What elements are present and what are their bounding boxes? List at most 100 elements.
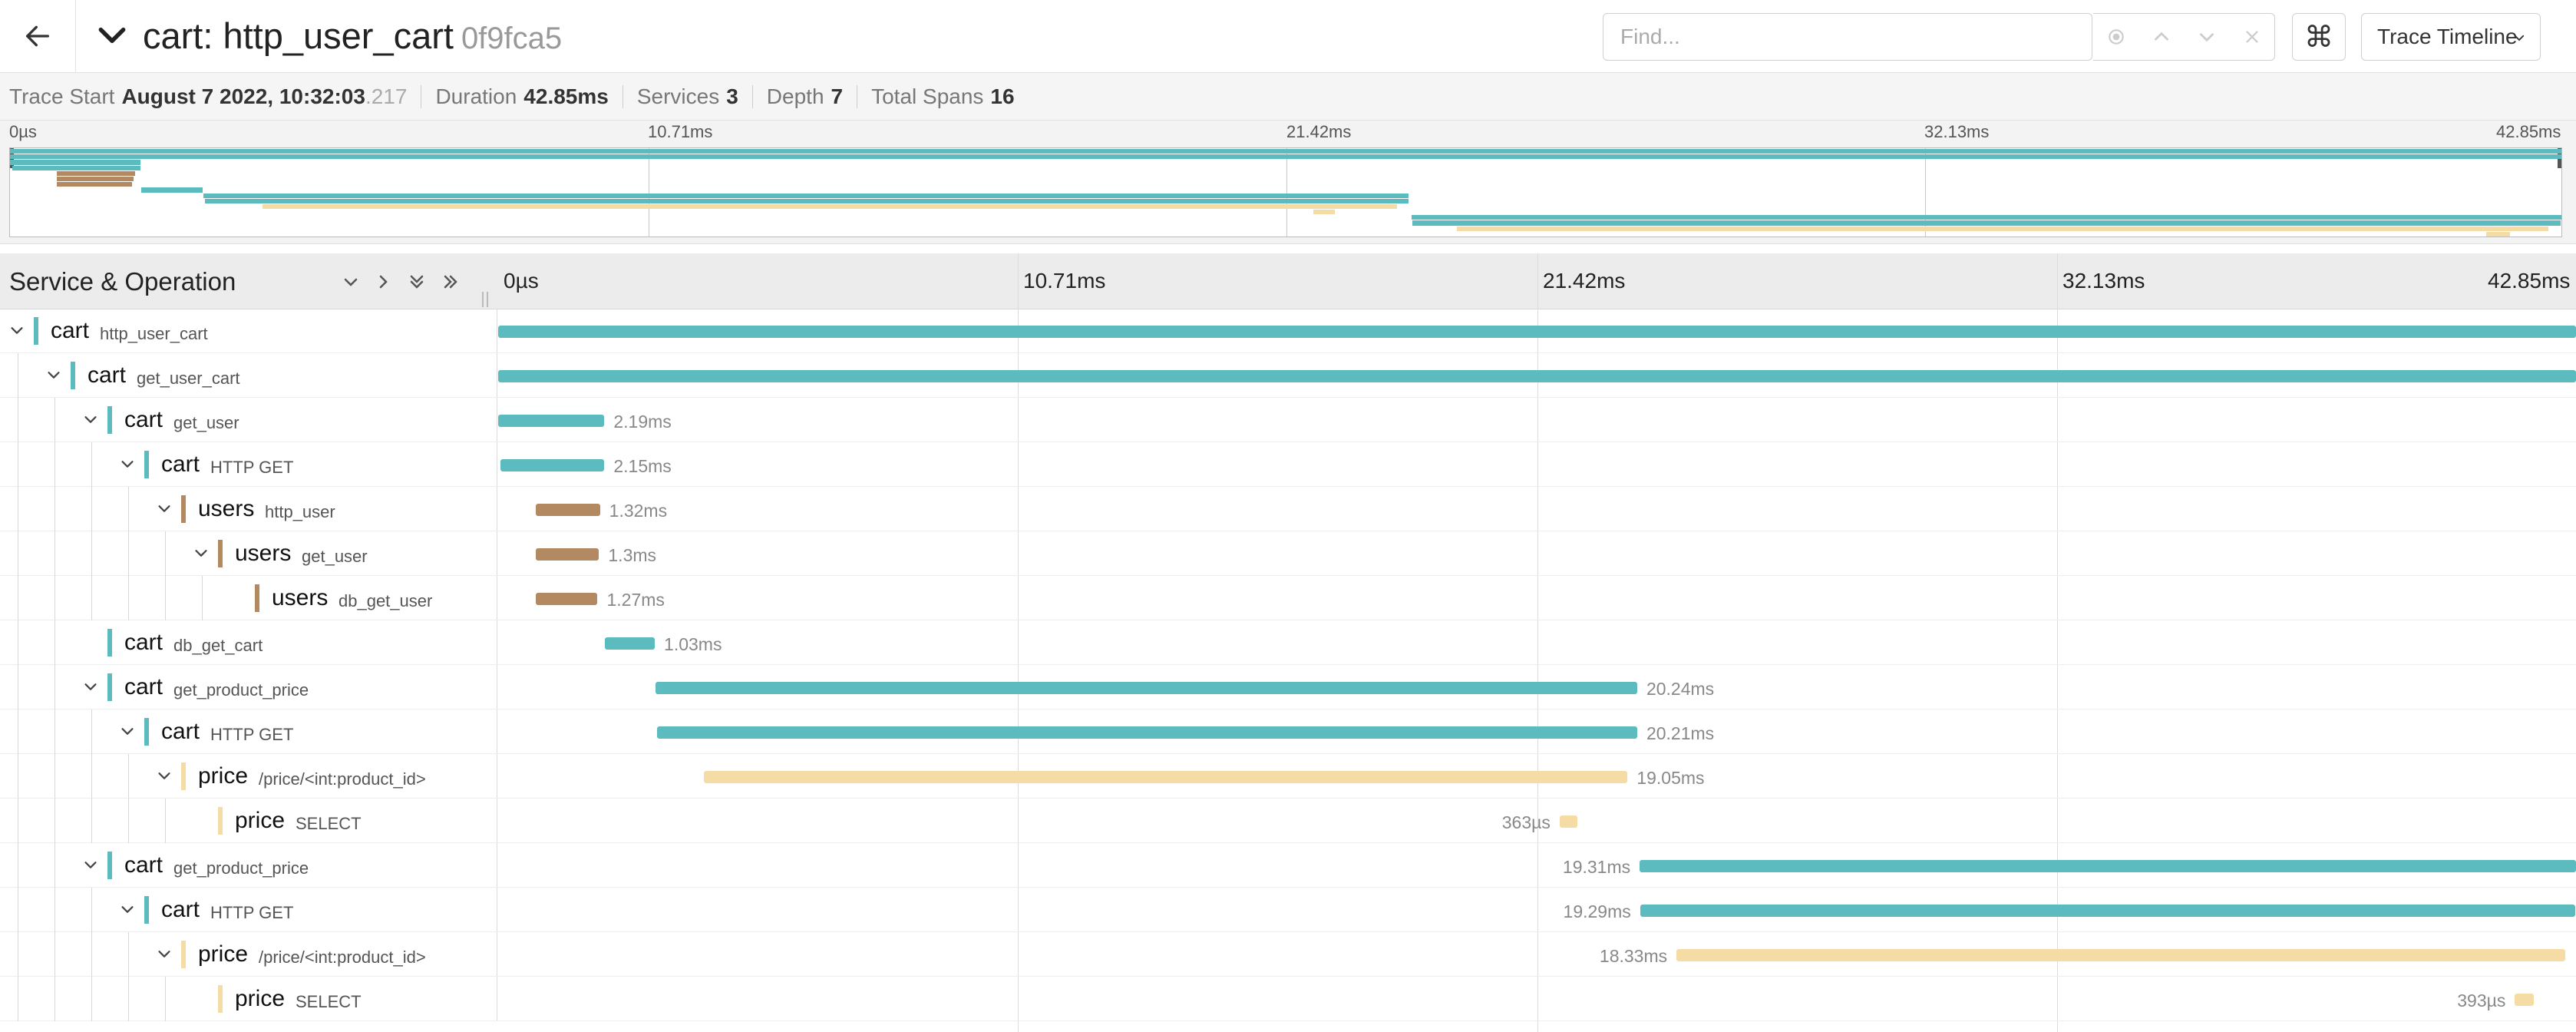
span-row[interactable]: price/price/<int:product_id> 19.05ms (0, 754, 2576, 799)
operation-name: db_get_cart (173, 636, 263, 655)
span-name-cell[interactable]: price SELECT (0, 977, 497, 1021)
minimap-tick-label: 42.85ms (2496, 122, 2561, 141)
span-name-cell[interactable]: cart get_user (0, 398, 497, 442)
minimap-span (1412, 220, 2561, 226)
span-bar[interactable] (1640, 905, 2576, 917)
span-name-cell[interactable]: users db_get_user (0, 576, 497, 620)
span-name-cell[interactable]: price/price/<int:product_id> (0, 754, 497, 799)
span-row[interactable]: price/price/<int:product_id> 18.33ms (0, 932, 2576, 977)
span-bar[interactable] (703, 771, 1628, 783)
timeline-tick-label: 32.13ms (2062, 269, 2145, 293)
span-bar[interactable] (536, 593, 598, 605)
expand-toggle[interactable] (154, 765, 175, 786)
span-bar[interactable] (604, 637, 656, 650)
tree-guide (54, 888, 55, 932)
span-bar[interactable] (657, 726, 1637, 739)
span-name-cell[interactable]: users get_user (0, 531, 497, 576)
chevron-down-icon (158, 772, 170, 779)
tree-guide (54, 398, 55, 442)
span-name-cell[interactable]: cart http_user_cart (0, 309, 497, 352)
clear-find-button[interactable] (2229, 14, 2274, 60)
span-bar[interactable] (536, 504, 600, 516)
span-name-cell[interactable]: cart HTTP GET (0, 710, 497, 754)
span-row[interactable]: users get_user 1.3ms (0, 531, 2576, 576)
tree-guide (128, 487, 129, 531)
span-name-cell[interactable]: cart get_product_price (0, 665, 497, 710)
tree-guide (54, 799, 55, 843)
span-bar[interactable] (498, 415, 605, 427)
span-row[interactable]: cart HTTP GET 2.15ms (0, 442, 2576, 487)
tree-guide (91, 754, 92, 799)
span-row[interactable]: cart get_user_cart (0, 353, 2576, 398)
service-name: price (198, 941, 249, 967)
column-resizer[interactable] (481, 290, 490, 309)
target-icon (2108, 29, 2124, 45)
back-button[interactable] (0, 0, 76, 72)
span-row[interactable]: cart get_user 2.19ms (0, 398, 2576, 442)
next-match-button[interactable] (2184, 14, 2229, 60)
find-input[interactable] (1603, 14, 2092, 60)
span-row[interactable]: cart get_product_price 20.24ms (0, 665, 2576, 710)
span-name-cell[interactable]: cart HTTP GET (0, 888, 497, 932)
span-row[interactable]: cart http_user_cart (0, 309, 2576, 353)
span-bar[interactable] (656, 682, 1637, 694)
span-bar[interactable] (498, 370, 2576, 382)
close-icon (2245, 31, 2258, 43)
locate-button[interactable] (2093, 14, 2138, 60)
span-row[interactable]: price SELECT 363µs (0, 799, 2576, 843)
span-row[interactable]: cart db_get_cart 1.03ms (0, 620, 2576, 665)
expand-toggle[interactable] (6, 319, 28, 341)
expand-toggle[interactable] (154, 498, 175, 519)
collapse-all-button[interactable] (404, 269, 430, 295)
expand-toggle[interactable] (80, 676, 101, 697)
chevron-down-icon[interactable] (95, 18, 129, 52)
span-row[interactable]: cart HTTP GET 20.21ms (0, 710, 2576, 754)
span-name-cell[interactable]: cart HTTP GET (0, 442, 497, 487)
expand-toggle[interactable] (117, 720, 138, 742)
trace-depth: Depth 7 (766, 84, 844, 108)
tree-guide (91, 888, 92, 932)
expand-toggle[interactable] (190, 542, 212, 564)
span-row[interactable]: cart HTTP GET 19.29ms (0, 888, 2576, 932)
service-name: users (272, 585, 329, 610)
span-name-cell[interactable]: cart get_product_price (0, 843, 497, 888)
span-bar[interactable] (1676, 949, 2566, 961)
span-row[interactable]: price SELECT 393µs (0, 977, 2576, 1021)
span-bar[interactable] (536, 548, 599, 561)
collapse-one-button[interactable] (338, 269, 364, 295)
minimap-tick-label: 0µs (9, 122, 37, 141)
span-bar[interactable] (1640, 860, 2576, 872)
span-name-cell[interactable]: price/price/<int:product_id> (0, 932, 497, 977)
expand-one-button[interactable] (370, 269, 396, 295)
minimap-canvas[interactable] (9, 147, 2562, 237)
minimap-gridline (1286, 148, 1287, 237)
span-name-cell[interactable]: price SELECT (0, 799, 497, 843)
prev-match-button[interactable] (2138, 14, 2184, 60)
span-duration-label: 1.3ms (608, 545, 657, 565)
span-row[interactable]: cart get_product_price 19.31ms (0, 843, 2576, 888)
span-name-cell[interactable]: users http_user (0, 487, 497, 531)
span-row[interactable]: users http_user 1.32ms (0, 487, 2576, 531)
span-name-cell[interactable]: cart db_get_cart (0, 620, 497, 665)
chevron-down-icon (84, 862, 97, 868)
span-row[interactable]: users db_get_user 1.27ms (0, 576, 2576, 620)
span-bar[interactable] (1559, 815, 1577, 828)
operation-name: http_user_cart (100, 324, 208, 343)
expand-all-button[interactable] (438, 269, 464, 295)
keyboard-shortcuts-button[interactable]: ⌘ (2292, 13, 2346, 61)
span-bar[interactable] (500, 459, 605, 471)
expand-toggle[interactable] (117, 453, 138, 475)
expand-toggle[interactable] (80, 854, 101, 875)
minimap-span (205, 198, 1409, 203)
expand-toggle[interactable] (154, 943, 175, 964)
span-bar[interactable] (2515, 994, 2535, 1006)
expand-toggle[interactable] (43, 364, 64, 385)
trace-minimap[interactable]: 0µs 10.71ms 21.42ms 32.13ms 42.85ms (0, 121, 2576, 244)
span-name-cell[interactable]: cart get_user_cart (0, 353, 497, 398)
view-mode-select[interactable]: Trace Timeline (2361, 13, 2541, 61)
service-color-marker (107, 629, 112, 657)
span-bar[interactable] (498, 326, 2576, 338)
chevron-right-icon (379, 275, 388, 289)
expand-toggle[interactable] (80, 408, 101, 430)
expand-toggle[interactable] (117, 898, 138, 920)
